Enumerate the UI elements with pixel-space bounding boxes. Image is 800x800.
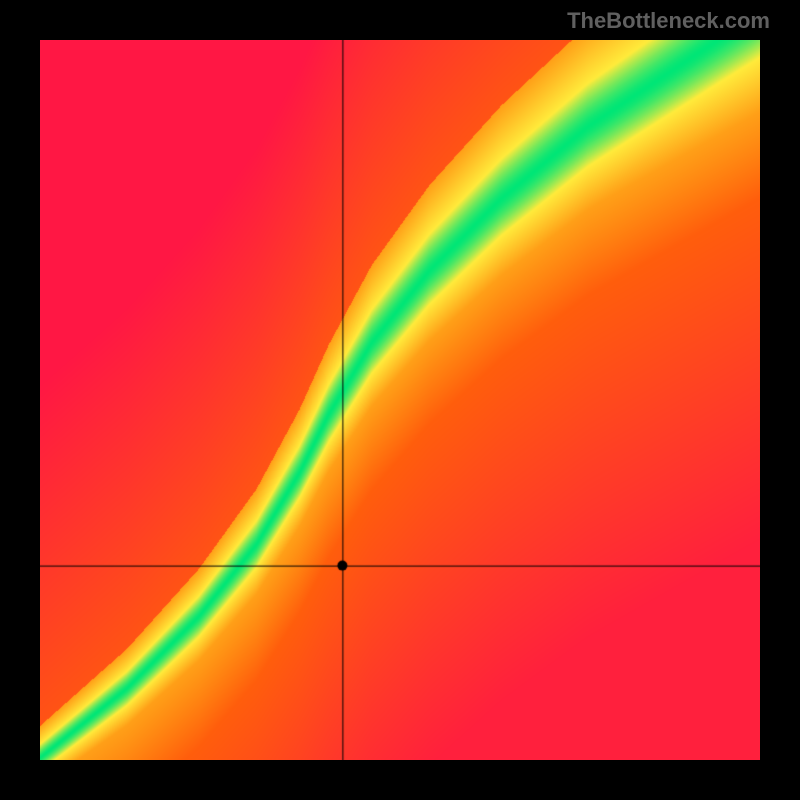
heatmap-canvas	[40, 40, 760, 760]
watermark-text: TheBottleneck.com	[567, 8, 770, 34]
bottleneck-heatmap	[40, 40, 760, 760]
